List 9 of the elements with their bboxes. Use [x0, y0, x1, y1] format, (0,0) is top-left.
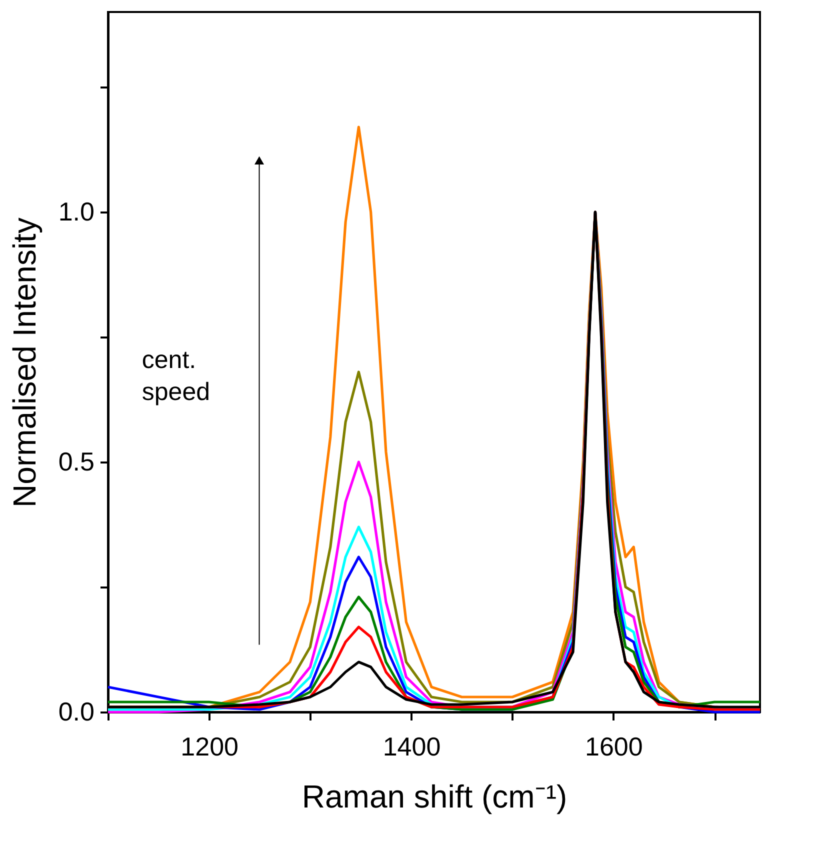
x-tick-label: 1600 — [585, 732, 643, 762]
x-tick-label: 1200 — [180, 732, 239, 762]
y-tick-label: 0.0 — [58, 696, 94, 726]
x-axis-title: Raman shift (cm⁻¹) — [302, 778, 568, 814]
y-tick-label: 1.0 — [58, 196, 94, 226]
y-tick-label: 0.5 — [58, 446, 94, 476]
annotation: cent. speed — [142, 346, 210, 406]
x-tick-label: 1400 — [382, 732, 441, 762]
y-axis-title: Normalised Intensity — [6, 218, 42, 508]
